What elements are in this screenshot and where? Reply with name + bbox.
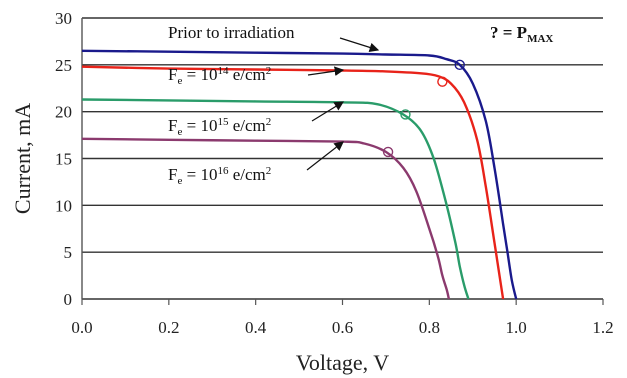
arrow-2 [311,101,345,122]
y-tick-label: 10 [55,196,72,215]
label-unit-exponent: 2 [266,165,272,177]
pmax-marker-1 [437,76,448,87]
y-tick-label: 25 [55,56,72,75]
arrow-1 [307,66,345,76]
series-line-3 [81,137,451,300]
arrow-3 [306,141,344,171]
x-axis-title: Voltage, V [296,350,389,375]
label-prefix: F [168,116,177,135]
label-subscript: e [177,175,182,187]
x-tick-label: 1.2 [592,318,613,337]
series-label-3: Fe = 1016 e/cm2 [168,165,271,187]
pmax-note: ? = PMAX [490,23,553,45]
axes [81,18,604,305]
series-group [81,49,518,300]
annotation-arrows [306,37,380,171]
series-label-2: Fe = 1015 e/cm2 [168,116,271,138]
x-tick-label: 0.8 [419,318,440,337]
series-label-1: Fe = 1014 e/cm2 [168,65,271,87]
label-equals: = 10 [182,165,217,184]
pmax-note-equals: = P [499,23,528,42]
label-prefix: F [168,65,177,84]
pmax-marker-0 [454,59,465,71]
label-subscript: e [177,75,182,87]
label-unit-exponent: 2 [266,65,272,77]
arrow-0 [339,37,380,53]
y-axis-title: Current, mA [10,103,35,214]
x-tick-label: 0.6 [332,318,353,337]
x-tick-label: 0.2 [158,318,179,337]
y-tick-label: 20 [55,103,72,122]
label-equals: = 10 [182,116,217,135]
y-tick-label: 0 [64,290,73,309]
series-line-2 [81,98,470,300]
y-tick-label: 30 [55,9,72,28]
label-exponent: 15 [217,116,229,128]
y-tick-label: 15 [55,150,72,169]
label-unit: e/cm [228,65,265,84]
series-label-0: Prior to irradiation [168,23,295,42]
label-exponent: 16 [217,165,229,177]
label-equals: = 10 [182,65,217,84]
x-tick-label: 0.4 [245,318,267,337]
gridlines [82,17,603,300]
x-tick-label: 0.0 [71,318,92,337]
label-exponent: 14 [217,65,229,77]
pmax-note-subscript: MAX [527,33,553,45]
text-group: 0 5 10 15 20 25 30 0.0 0.2 0.4 0.6 0.8 1.0 1.2 Voltage… [10,9,614,375]
series-line-0 [81,49,518,300]
x-tick-label: 1.0 [506,318,527,337]
pmax-markers [382,59,465,158]
label-unit-exponent: 2 [266,116,272,128]
series-line-1 [81,65,505,300]
label-prefix: F [168,165,177,184]
label-unit: e/cm [228,165,265,184]
pmax-marker-3 [382,146,394,158]
pmax-note-symbol: ? [490,23,499,42]
label-subscript: e [177,126,182,138]
label-unit: e/cm [228,116,265,135]
y-tick-label: 5 [64,243,73,262]
pmax-marker-2 [400,109,411,120]
